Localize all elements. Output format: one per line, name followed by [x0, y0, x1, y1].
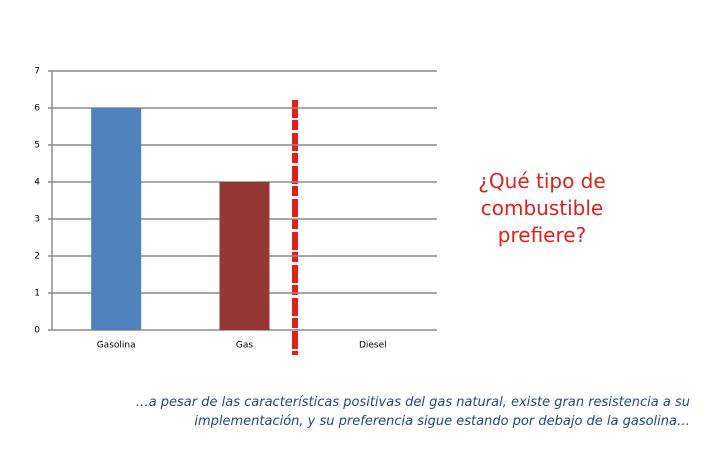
y-tick-label: 6	[34, 104, 40, 114]
y-tick-label: 3	[34, 215, 40, 225]
x-tick-label: Diesel	[359, 341, 387, 351]
y-tick-label: 1	[34, 289, 40, 299]
y-tick-label: 2	[34, 252, 40, 262]
x-tick-label: Gas	[236, 341, 253, 351]
y-tick-label: 4	[34, 178, 40, 188]
caption: …a pesar de las características positiva…	[135, 395, 690, 429]
bar	[219, 182, 270, 330]
y-tick-label: 7	[34, 67, 40, 77]
bar	[91, 108, 142, 330]
y-tick-label: 5	[34, 141, 40, 151]
annotation: ¿Qué tipo de combustible prefiere?	[478, 169, 606, 247]
y-tick-label: 0	[34, 326, 40, 336]
x-tick-label: Gasolina	[97, 341, 136, 351]
